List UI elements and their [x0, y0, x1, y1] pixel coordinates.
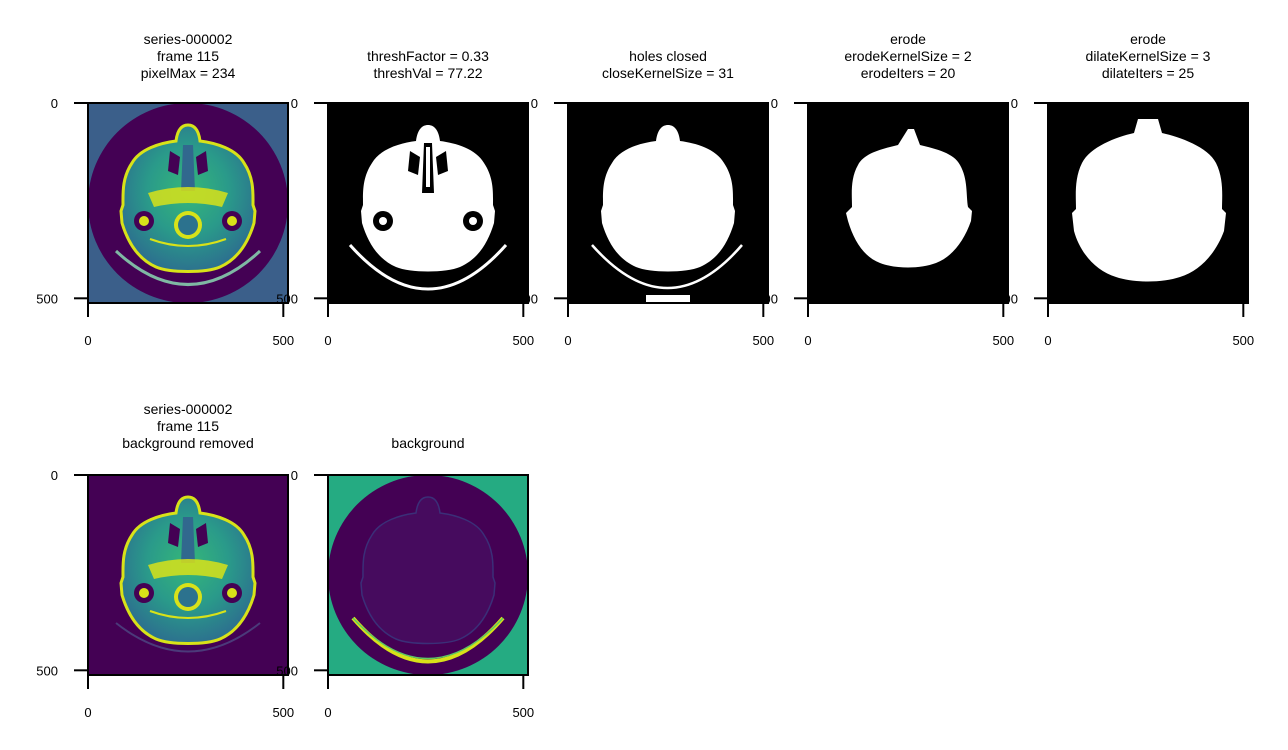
image-area: [327, 102, 529, 304]
y-tick-label: 500: [276, 663, 298, 678]
x-tick-label: 500: [512, 705, 534, 720]
panel-title-line: background: [391, 435, 464, 451]
panel-title-line: frame 115: [157, 418, 219, 434]
y-tick-label: 500: [36, 291, 58, 306]
x-tick-label: 500: [272, 705, 294, 720]
y-tick-label: 0: [51, 96, 58, 111]
panel-title-line: background removed: [122, 435, 254, 451]
axes-frame: [327, 102, 529, 304]
y-tick-label: 500: [756, 291, 778, 306]
x-tick-label: 0: [1044, 333, 1051, 348]
image-area: [567, 102, 769, 304]
x-tick-label: 500: [1232, 333, 1254, 348]
axes-frame: [1047, 102, 1249, 304]
panel-title-line: threshVal = 77.22: [373, 65, 482, 81]
y-tick-label: 500: [36, 663, 58, 678]
panel-title-line: holes closed: [629, 48, 707, 64]
x-tick-label: 0: [804, 333, 811, 348]
y-tick-label: 0: [531, 96, 538, 111]
panel-title-line: frame 115: [157, 48, 219, 64]
x-tick-label: 500: [992, 333, 1014, 348]
panel-title-line: threshFactor = 0.33: [367, 48, 489, 64]
x-tick-label: 500: [272, 333, 294, 348]
y-tick-label: 500: [276, 291, 298, 306]
y-tick-label: 500: [516, 291, 538, 306]
image-area: [327, 474, 529, 676]
x-tick-label: 0: [324, 705, 331, 720]
axes-frame: [327, 474, 529, 676]
x-tick-label: 0: [84, 333, 91, 348]
image-area: [87, 474, 289, 676]
panel-title-line: pixelMax = 234: [141, 65, 236, 81]
axes-frame: [567, 102, 769, 304]
x-tick-label: 0: [324, 333, 331, 348]
y-tick-label: 0: [51, 468, 58, 483]
y-tick-label: 0: [291, 96, 298, 111]
image-area: [1047, 102, 1249, 304]
image-area: [807, 102, 1009, 304]
axes-frame: [807, 102, 1009, 304]
panel-title-line: dilateIters = 25: [1102, 65, 1194, 81]
panel-title-line: erode: [890, 31, 926, 47]
image-area: [87, 102, 289, 304]
x-tick-label: 500: [752, 333, 774, 348]
x-tick-label: 0: [564, 333, 571, 348]
panel-title-line: erodeIters = 20: [861, 65, 956, 81]
axes-frame: [87, 102, 289, 304]
panel-title-line: dilateKernelSize = 3: [1086, 48, 1211, 64]
panel-title-line: closeKernelSize = 31: [602, 65, 734, 81]
panel-title-line: erodeKernelSize = 2: [844, 48, 971, 64]
panel-title-line: erode: [1130, 31, 1166, 47]
axes-frame: [87, 474, 289, 676]
y-tick-label: 500: [996, 291, 1018, 306]
panel-title-line: series-000002: [144, 31, 233, 47]
y-tick-label: 0: [291, 468, 298, 483]
y-tick-label: 0: [771, 96, 778, 111]
image-panel-7: background 0 500 0 500: [276, 435, 534, 720]
x-tick-label: 500: [512, 333, 534, 348]
panel-title-line: series-000002: [144, 401, 233, 417]
x-tick-label: 0: [84, 705, 91, 720]
y-tick-label: 0: [1011, 96, 1018, 111]
